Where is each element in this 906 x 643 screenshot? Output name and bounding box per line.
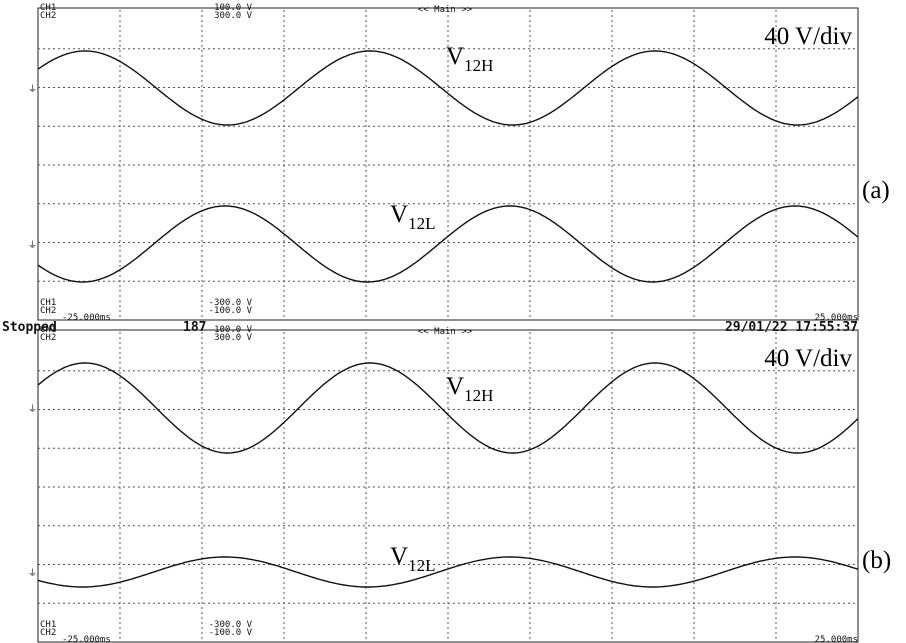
label-sub: 12H (464, 386, 493, 405)
marker: ⏚ (28, 404, 37, 415)
frame-count: 187 (183, 320, 206, 335)
channel-label: CH2 (40, 333, 56, 343)
channel-scale: -100.0 V (209, 306, 253, 316)
label-sub: 12L (408, 214, 435, 233)
label-sub: 12L (408, 556, 435, 575)
scale-label: 40 V/div (764, 23, 852, 50)
channel-scale: -100.0 V (209, 628, 253, 638)
marker: ⏚ (28, 84, 37, 95)
timestamp: 29/01/22 17:55:37 (725, 320, 858, 335)
label-main: V (446, 43, 464, 70)
mode-label: << Main >> (418, 327, 473, 337)
label-main: V (390, 201, 408, 228)
channel-scale: 300.0 V (214, 333, 253, 343)
mode-label: << Main >> (418, 5, 473, 15)
label-main: V (446, 373, 464, 400)
panel-tag: (a) (862, 177, 890, 204)
figure: ⏚⏚CH1CH2100.0 V300.0 V<< Main >>CH1CH2-3… (0, 0, 906, 643)
label-main: V (390, 543, 408, 570)
label-sub: 12H (464, 56, 493, 75)
signal-label: V12L (390, 543, 435, 575)
channel-scale: 300.0 V (214, 11, 253, 21)
time-label: -25.000ms (62, 635, 111, 643)
scale-label: 40 V/div (764, 345, 852, 372)
marker: ⏚ (28, 240, 37, 251)
signal-label: V12H (446, 373, 493, 405)
signal-label: V12L (390, 201, 435, 233)
channel-label: CH2 (40, 306, 56, 316)
time-label: -25.000ms (62, 313, 111, 323)
marker: ⏚ (28, 568, 37, 579)
channel-label: CH2 (40, 628, 56, 638)
signal-label: V12H (446, 43, 493, 75)
channel-label: CH2 (40, 11, 56, 21)
panel-tag: (b) (862, 547, 891, 574)
